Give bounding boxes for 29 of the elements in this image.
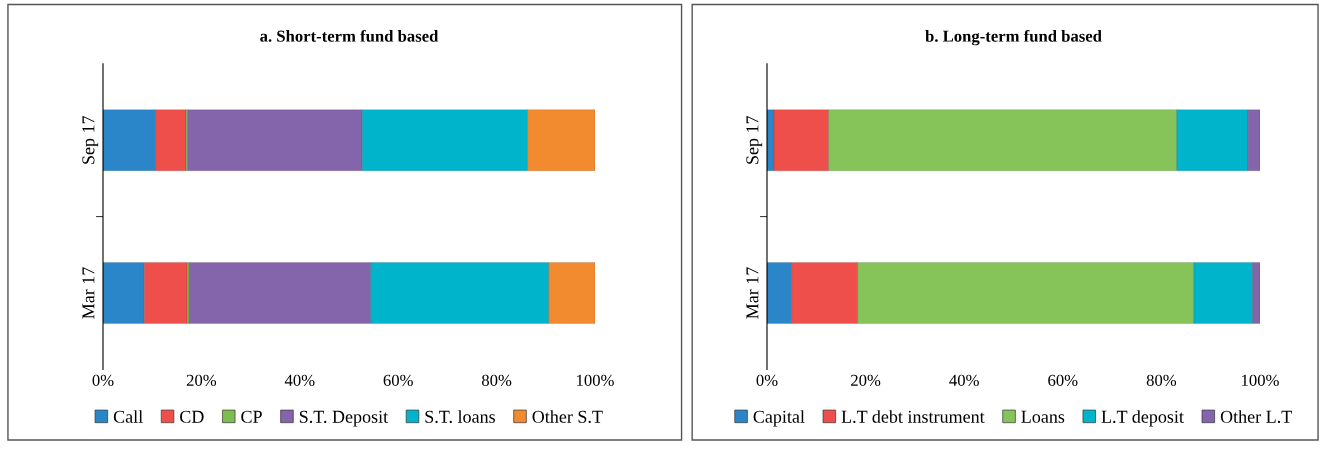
x-tick-label: 40% [284,374,315,386]
x-tick-label: 0% [756,374,778,386]
x-tick-label: 40% [949,374,979,386]
y-tick-label: Mar 17 [82,267,95,319]
chart-title: a. Short-term fund based [260,29,439,42]
x-tick-label: 100% [577,374,614,386]
y-tick-label: Mar 17 [746,267,759,319]
legend-label: CD [180,410,204,423]
y-tick-label: Sep 17 [82,115,99,164]
legend-label: L.T debt instrument [841,410,985,423]
legend-label: S.T. Deposit [299,410,389,427]
legend-label: L.T deposit [1101,410,1184,427]
legend-label: Other L.T [1220,410,1292,423]
legend-label: S.T. loans [425,410,495,423]
x-tick-label: 60% [1048,374,1078,386]
legend-label: CP [241,410,262,423]
x-tick-label: 0% [92,374,114,386]
y-tick-label: Sep 17 [746,115,763,164]
chart-title: b. Long-term fund based [925,29,1102,46]
x-tick-label: 20% [186,374,217,386]
legend-label: Other S.T [532,410,603,423]
legend-label: Call [113,410,143,423]
x-tick-label: 20% [851,374,881,386]
legend-label: Loans [1021,410,1065,423]
legend-label: Capital [753,410,805,427]
x-tick-label: 60% [383,374,413,386]
x-tick-label: 80% [481,374,512,386]
x-tick-label: 80% [1146,374,1177,386]
x-tick-label: 100% [1242,374,1279,386]
